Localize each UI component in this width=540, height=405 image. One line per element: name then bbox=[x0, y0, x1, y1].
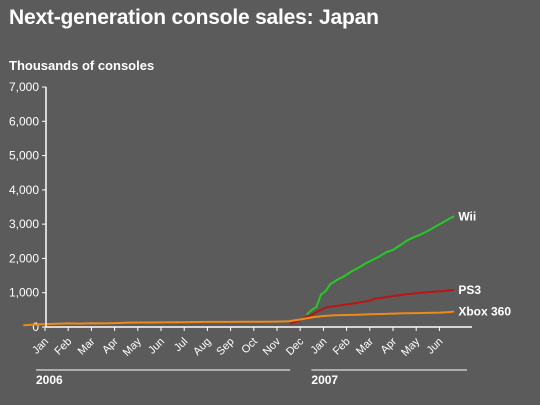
series-lines bbox=[23, 215, 455, 327]
x-axis: Jan Feb Mar Apr May Jun Jul Aug Sep Oct Nov Dec Jan F… bbox=[30, 327, 467, 387]
x-tick-label: Jul bbox=[172, 336, 190, 354]
x-tick-label: Jan bbox=[308, 336, 329, 357]
x-tick-label: Aug bbox=[191, 336, 213, 358]
x-tick-label: Jun bbox=[424, 336, 445, 357]
series-labels: Wii PS3 Xbox 360 bbox=[458, 210, 511, 319]
y-axis-title: Thousands of consoles bbox=[9, 58, 154, 73]
series-line-wii bbox=[306, 215, 455, 315]
year-label: 2007 bbox=[311, 373, 338, 387]
x-tick-label: Nov bbox=[261, 335, 284, 358]
x-tick-label: Sep bbox=[214, 336, 236, 358]
y-tick-label: 1,000 bbox=[9, 286, 39, 300]
x-tick-label: Apr bbox=[100, 335, 121, 356]
series-label: Wii bbox=[458, 210, 476, 224]
x-tick-label: Apr bbox=[379, 335, 400, 356]
x-tick-label: Jan bbox=[30, 336, 51, 357]
y-tick-label: 7,000 bbox=[9, 80, 39, 94]
y-tick-label: 2,000 bbox=[9, 251, 39, 265]
y-tick-label: 0 bbox=[32, 320, 39, 334]
y-tick-label: 5,000 bbox=[9, 149, 39, 163]
y-tick-label: 4,000 bbox=[9, 183, 39, 197]
x-tick-label: Jun bbox=[146, 336, 167, 357]
y-axis: 0 1,000 2,000 3,000 4,000 5,000 6,000 7,000 bbox=[9, 80, 46, 334]
chart-title: Next-generation console sales: Japan bbox=[9, 6, 379, 29]
series-line-xbox-360 bbox=[23, 310, 455, 327]
x-tick-label: Dec bbox=[284, 335, 307, 358]
series-label: Xbox 360 bbox=[458, 305, 511, 319]
y-tick-label: 3,000 bbox=[9, 217, 39, 231]
x-tick-label: May bbox=[399, 335, 423, 359]
x-tick-label: Mar bbox=[76, 335, 98, 357]
x-tick-label: May bbox=[121, 335, 145, 359]
x-tick-label: Feb bbox=[331, 336, 353, 358]
x-tick-label: Feb bbox=[52, 336, 74, 358]
y-tick-label: 6,000 bbox=[9, 114, 39, 128]
year-label: 2006 bbox=[36, 373, 63, 387]
x-tick-label: Mar bbox=[354, 335, 376, 357]
series-line-ps3 bbox=[289, 289, 455, 325]
series-label: PS3 bbox=[458, 283, 481, 297]
x-tick-label: Oct bbox=[239, 336, 260, 357]
